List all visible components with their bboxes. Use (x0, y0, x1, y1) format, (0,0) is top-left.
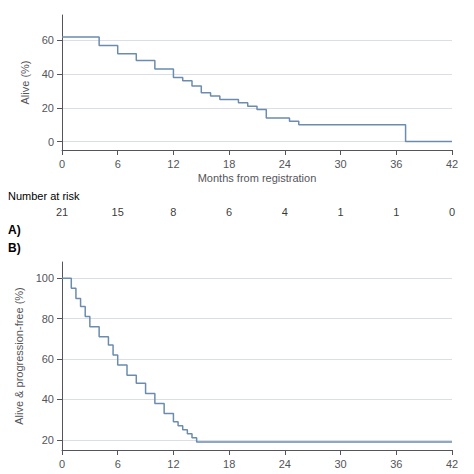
svg-text:Alive (%): Alive (%) (19, 60, 31, 104)
svg-text:B): B) (8, 241, 21, 255)
svg-text:1: 1 (393, 206, 399, 218)
svg-text:40: 40 (42, 393, 54, 405)
svg-text:24: 24 (279, 458, 291, 470)
svg-text:60: 60 (42, 34, 54, 46)
svg-text:40: 40 (42, 68, 54, 80)
svg-text:1: 1 (338, 206, 344, 218)
svg-text:6: 6 (115, 158, 121, 170)
svg-text:0: 0 (449, 206, 455, 218)
svg-text:30: 30 (334, 458, 346, 470)
svg-text:18: 18 (223, 458, 235, 470)
svg-text:18: 18 (223, 158, 235, 170)
svg-text:0: 0 (48, 136, 54, 148)
svg-text:Months from registration: Months from registration (198, 172, 317, 184)
svg-text:24: 24 (279, 158, 291, 170)
svg-text:A): A) (8, 223, 21, 237)
svg-text:15: 15 (112, 206, 124, 218)
svg-text:12: 12 (167, 458, 179, 470)
svg-text:20: 20 (42, 434, 54, 446)
svg-text:4: 4 (282, 206, 288, 218)
svg-text:Alive & progression-free (%): Alive & progression-free (%) (13, 287, 25, 425)
svg-text:80: 80 (42, 313, 54, 325)
svg-text:30: 30 (334, 158, 346, 170)
svg-text:60: 60 (42, 353, 54, 365)
svg-text:12: 12 (167, 158, 179, 170)
svg-text:36: 36 (390, 158, 402, 170)
svg-text:6: 6 (226, 206, 232, 218)
svg-text:Number at risk: Number at risk (8, 190, 80, 202)
svg-text:36: 36 (390, 458, 402, 470)
svg-text:42: 42 (446, 458, 458, 470)
svg-text:100: 100 (36, 272, 54, 284)
svg-text:6: 6 (115, 458, 121, 470)
svg-text:42: 42 (446, 158, 458, 170)
svg-text:8: 8 (170, 206, 176, 218)
svg-text:0: 0 (59, 158, 65, 170)
svg-text:21: 21 (56, 206, 68, 218)
svg-text:20: 20 (42, 102, 54, 114)
svg-text:0: 0 (59, 458, 65, 470)
